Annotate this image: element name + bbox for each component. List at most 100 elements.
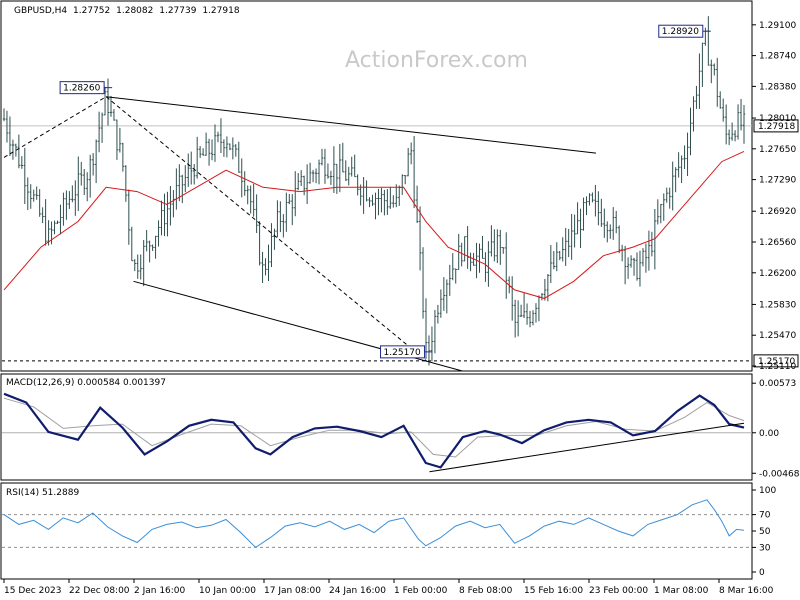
ohlc-bar: [424, 298, 428, 359]
ohlc-bar: [302, 175, 306, 196]
ohlc-bar: [389, 186, 392, 209]
ohlc-bar: [632, 257, 636, 276]
ohlc-bar: [730, 122, 734, 141]
x-tick-label: 1 Feb 00:00: [394, 586, 448, 596]
open-value: 1.27752: [73, 6, 110, 16]
ohlc-bar: [686, 132, 689, 177]
price-pane[interactable]: [0, 0, 753, 372]
ohlc-bar: [710, 59, 713, 84]
ohlc-bar: [415, 185, 419, 224]
price-tick-label: 1.28740: [759, 52, 796, 62]
macd-pane[interactable]: [0, 373, 753, 481]
ohlc-bar: [86, 172, 89, 202]
macd-tick-label: 0.00: [759, 429, 779, 439]
ohlc-bar: [201, 148, 205, 156]
ohlc-bar: [626, 257, 630, 279]
ohlc-bar: [252, 183, 255, 217]
ohlc-bar: [612, 207, 615, 240]
ohlc-bar: [392, 195, 395, 208]
ohlc-bar: [713, 63, 716, 76]
ohlc-bar: [386, 189, 389, 215]
ohlc-bar: [733, 130, 737, 142]
ohlc-bar: [570, 213, 573, 260]
ohlc-bar: [282, 214, 285, 238]
ohlc-bar: [234, 144, 238, 157]
ohlc-bar: [606, 221, 609, 243]
ohlc-bar: [2, 108, 6, 122]
x-tick-label: 15 Dec 2023: [4, 586, 62, 596]
price-header: GBPUSD,H4 1.27752 1.28082 1.27739 1.2791…: [14, 6, 240, 16]
ohlc-bar: [62, 192, 65, 226]
ohlc-bar: [689, 107, 692, 156]
macd-signal-line: [3, 397, 745, 458]
price-tick-label: 1.28010: [759, 114, 796, 124]
ohlc-bar: [166, 191, 169, 237]
rsi-tick-label: 70: [759, 511, 771, 521]
ohlc-bar: [600, 198, 603, 227]
ohlc-bar: [38, 189, 41, 217]
ohlc-bar: [490, 225, 493, 257]
x-tick-label: 8 Mar 16:00: [719, 586, 774, 596]
ohlc-bar: [32, 189, 35, 202]
ohlc-bar: [466, 225, 469, 269]
ohlc-bar: [519, 304, 523, 317]
rsi-line: [3, 499, 745, 549]
ohlc-bar: [698, 53, 701, 109]
ohlc-bar: [427, 335, 431, 366]
price-layer: 1.28260 1.28920 1.25170 1.27918 1.25170: [2, 16, 799, 372]
ohlc-bar: [219, 118, 223, 154]
x-tick-label: 10 Jan 00:00: [199, 586, 256, 596]
x-tick-label: 2 Jan 16:00: [134, 586, 186, 596]
annotation-box: [59, 81, 105, 95]
ohlc-bar: [454, 268, 457, 284]
ohlc-bar: [187, 153, 190, 187]
ohlc-bar: [338, 144, 342, 193]
current-price-label: 1.27918: [758, 122, 795, 132]
ohlc-bar: [314, 168, 318, 184]
ohlc-bar: [115, 119, 119, 160]
ohlc-bar: [154, 235, 157, 259]
ohlc-bar: [74, 180, 77, 216]
ohlc-bar: [350, 156, 353, 177]
ohlc-bar: [374, 192, 377, 220]
ohlc-bar: [41, 207, 44, 224]
ohlc-bar: [635, 252, 639, 281]
ohlc-bar: [130, 226, 133, 262]
ohlc-bar: [677, 152, 680, 178]
ohlc-bar: [629, 255, 633, 268]
ohlc-bar: [371, 194, 374, 206]
ohlc-bar: [668, 187, 671, 209]
ohlc-bar: [216, 131, 220, 143]
ohlc-bar: [615, 210, 618, 234]
ohlc-bar: [53, 220, 56, 235]
ohlc-bar: [231, 137, 235, 160]
ohlc-bar: [724, 104, 728, 145]
x-tick-label: 22 Dec 08:00: [69, 586, 130, 596]
ohlc-bar: [638, 250, 642, 287]
ohlc-bar: [433, 309, 437, 354]
ohlc-bar: [597, 191, 600, 226]
ohlc-bar: [603, 208, 606, 238]
price-tick-label: 1.29100: [759, 21, 796, 31]
ohlc-bar: [77, 156, 80, 211]
ohlc-bar: [644, 243, 648, 273]
ohlc-bar: [674, 167, 677, 193]
ohlc-bar: [190, 151, 193, 185]
ohlc-bar: [103, 86, 107, 116]
ohlc-bar: [142, 239, 145, 287]
ohlc-bar: [169, 185, 172, 226]
ohlc-bar: [323, 148, 327, 184]
ohlc-bar: [311, 169, 315, 183]
ohlc-bar: [742, 105, 746, 144]
annotation-label: 1.25170: [384, 348, 421, 358]
high-value: 1.28082: [116, 6, 153, 16]
ohlc-bar: [484, 252, 487, 282]
price-tick-label: 1.26200: [759, 269, 796, 279]
annotation-label: 1.28920: [662, 27, 699, 37]
ohlc-bar: [659, 204, 662, 224]
ohlc-bar: [650, 231, 654, 257]
moving-average-line: [3, 150, 745, 299]
ohlc-bar: [487, 241, 490, 287]
watermark: ActionForex.com: [345, 48, 528, 73]
